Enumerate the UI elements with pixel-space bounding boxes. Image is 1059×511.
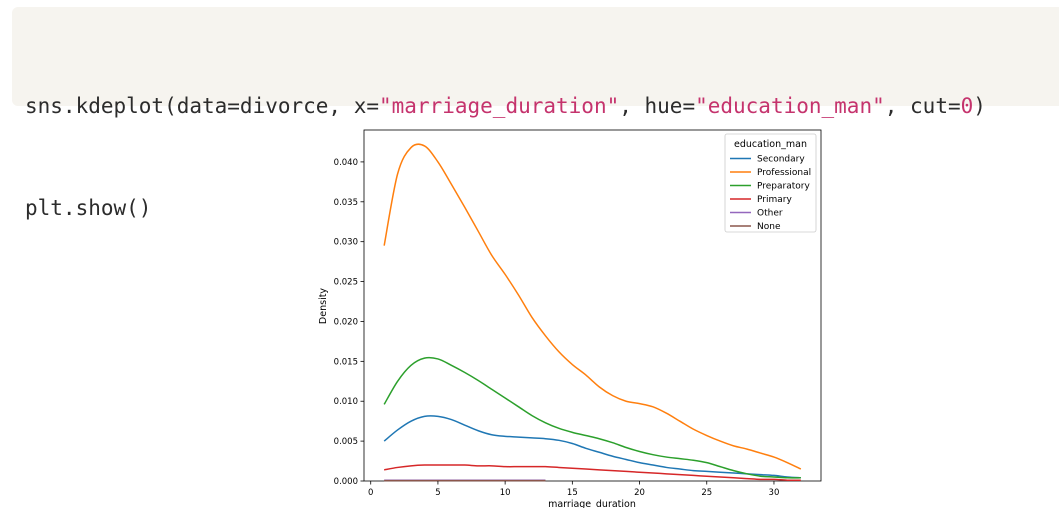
x-tick-label: 25 <box>701 488 712 498</box>
legend-label-preparatory: Preparatory <box>757 182 810 192</box>
y-ticks: 0.000 0.005 0.010 0.015 0.020 0.025 0.030 0.035… <box>334 158 364 487</box>
series-line-professional <box>383 143 802 470</box>
y-tick-label: 0.020 <box>334 317 358 327</box>
y-tick-label: 0.015 <box>334 357 358 367</box>
code-call: sns.kdeplot(data=divorce, x= <box>25 94 380 118</box>
x-ticks: 0 5 10 15 20 25 30 <box>368 481 779 498</box>
code-sep: , hue= <box>619 94 696 118</box>
code-cut-val: 0 <box>960 94 974 118</box>
y-axis-label: Density <box>318 288 329 324</box>
y-tick-label: 0.005 <box>334 437 358 447</box>
legend-label-other: Other <box>757 209 783 219</box>
x-tick-label: 0 <box>368 488 373 498</box>
code-line-2: plt.show() <box>25 196 152 220</box>
legend-label-secondary: Secondary <box>757 155 805 165</box>
code-hue-arg: "education_man" <box>695 94 885 118</box>
legend: education_man Secondary Professional Prepa… <box>724 133 817 233</box>
y-tick-label: 0.000 <box>334 477 358 487</box>
x-tick-label: 15 <box>567 488 578 498</box>
legend-items: Secondary Professional Preparatory Primary O… <box>730 155 811 232</box>
legend-label-none: None <box>757 222 781 232</box>
x-tick-label: 5 <box>435 488 440 498</box>
legend-label-primary: Primary <box>757 195 792 205</box>
code-cell[interactable]: sns.kdeplot(data=divorce, x="marriage_du… <box>12 7 1059 220</box>
y-tick-label: 0.035 <box>334 198 358 208</box>
code-x-arg: "marriage_duration" <box>379 94 620 118</box>
y-tick-label: 0.025 <box>334 278 358 288</box>
series-layer <box>383 143 802 482</box>
y-tick-label: 0.030 <box>334 238 358 248</box>
legend-label-professional: Professional <box>757 168 811 178</box>
series-line-primary <box>384 464 801 482</box>
code-close: ) <box>973 94 986 118</box>
code-cut-kw: , cut= <box>884 94 961 118</box>
x-tick-label: 30 <box>769 488 780 498</box>
legend-title: education_man <box>734 139 807 150</box>
y-tick-label: 0.010 <box>334 397 358 407</box>
kde-chart: 0 5 10 15 20 25 30 0.000 0.005 0.010 0.015 0.020 0.… <box>310 122 840 508</box>
series-line-preparatory <box>383 356 801 479</box>
code-line-1: sns.kdeplot(data=divorce, x="marriage_du… <box>25 89 1059 123</box>
y-tick-label: 0.040 <box>334 158 358 168</box>
x-axis-label: marriage_duration <box>548 499 636 508</box>
kde-chart-svg: 0 5 10 15 20 25 30 0.0000.0050.0100.0150.0200.… <box>318 129 822 508</box>
x-tick-label: 10 <box>500 488 511 498</box>
series-line-secondary <box>383 415 801 479</box>
x-tick-label: 20 <box>634 488 645 498</box>
